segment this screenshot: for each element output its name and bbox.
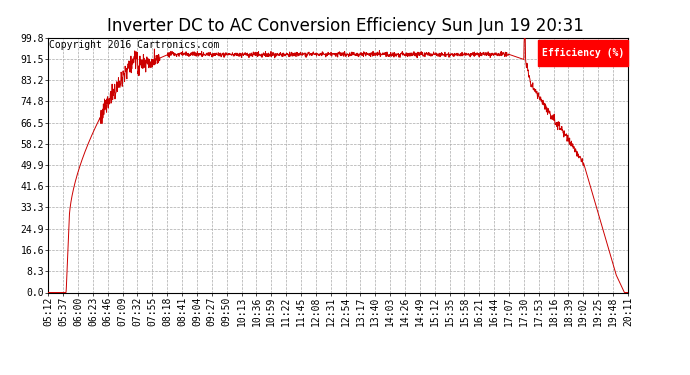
- Text: Efficiency (%): Efficiency (%): [542, 48, 624, 58]
- Text: Copyright 2016 Cartronics.com: Copyright 2016 Cartronics.com: [50, 40, 220, 50]
- FancyBboxPatch shape: [538, 40, 628, 66]
- Text: Inverter DC to AC Conversion Efficiency Sun Jun 19 20:31: Inverter DC to AC Conversion Efficiency …: [106, 17, 584, 35]
